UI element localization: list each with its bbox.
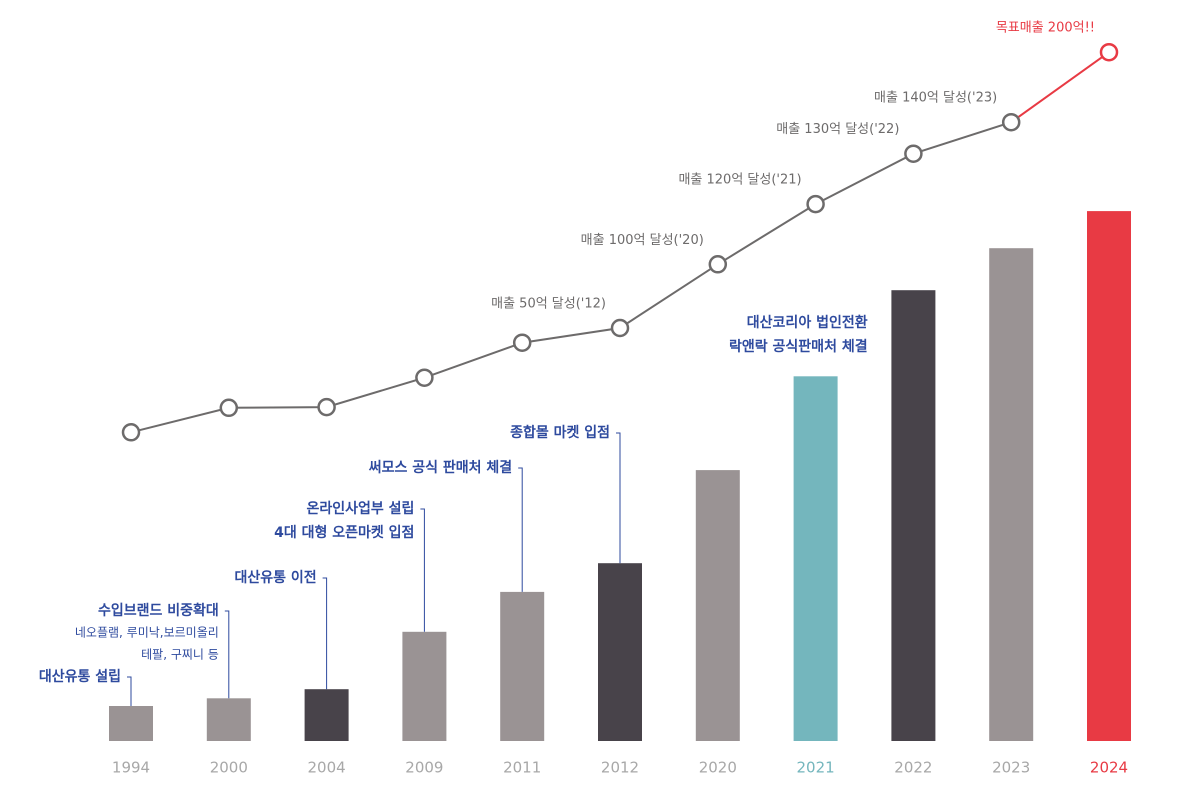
point-label: 매출 120억 달성('21): [678, 173, 801, 188]
connector: [518, 467, 523, 592]
line-point: [219, 398, 239, 418]
x-tick-label: 2024: [1090, 759, 1128, 777]
line-target: [1010, 51, 1110, 124]
milestone-text: 온라인사업부 설립: [306, 500, 414, 517]
connector: [420, 508, 425, 632]
bar: [695, 470, 740, 741]
milestone-text: 대산코리아 법인전환: [747, 314, 868, 331]
bar: [793, 376, 838, 741]
milestone-text: 락앤락 공식판매처 체결: [729, 338, 868, 355]
point-label: 매출 140억 달성('23): [874, 91, 997, 106]
x-tick-label: 2004: [308, 759, 346, 777]
bar: [598, 563, 642, 741]
bar: [989, 248, 1034, 741]
connector: [127, 676, 132, 706]
point-label: 목표매출 200억!!: [996, 21, 1095, 36]
x-tick-label: 2012: [601, 759, 639, 777]
point-label: 매출 50억 달성('12): [491, 297, 606, 312]
bar: [500, 591, 545, 741]
line-point: [317, 397, 336, 417]
line-point: [121, 423, 141, 442]
milestone-text: 대산유통 설립: [39, 668, 121, 685]
line-point: [1099, 42, 1119, 62]
milestone-text: 종합몰 마켓 입점: [510, 424, 610, 441]
connector: [616, 432, 621, 564]
x-tick-label: 1994: [112, 759, 150, 777]
line-point: [512, 333, 532, 352]
milestone-text: 수입브랜드 비중확대: [98, 602, 219, 619]
milestone-detail: 네오플램, 루미낙,보르미올리: [75, 626, 219, 640]
bar: [891, 290, 936, 741]
connector: [224, 610, 230, 699]
bar: [109, 706, 153, 741]
point-label: 매출 100억 달성('20): [581, 233, 704, 248]
line-point: [904, 144, 923, 163]
line: [130, 121, 1012, 434]
milestone-text: 써모스 공식 판매처 체결: [369, 459, 512, 476]
line-point: [708, 255, 728, 274]
x-tick-label: 2009: [405, 759, 443, 777]
x-tick-label: 2022: [894, 759, 932, 777]
point-label: 매출 130억 달성('22): [776, 122, 899, 137]
line-point: [806, 194, 825, 214]
bar: [304, 689, 349, 741]
connector: [322, 577, 328, 690]
milestone-text: 대산유통 이전: [234, 569, 316, 586]
x-tick-label: 2000: [210, 759, 248, 777]
bar: [206, 698, 251, 741]
x-tick-label: 2023: [992, 759, 1030, 777]
bar: [402, 631, 447, 741]
line-point: [415, 368, 434, 387]
bar: [1087, 211, 1131, 742]
milestone-text: 4대 대형 오픈마켓 입점: [274, 524, 414, 541]
x-tick-label: 2020: [699, 759, 737, 777]
milestone-detail: 테팔, 구찌니 등: [141, 648, 219, 662]
line-point: [610, 318, 630, 338]
x-tick-label: 2021: [797, 759, 835, 777]
x-tick-label: 2011: [503, 759, 541, 777]
line-point: [1001, 112, 1021, 132]
